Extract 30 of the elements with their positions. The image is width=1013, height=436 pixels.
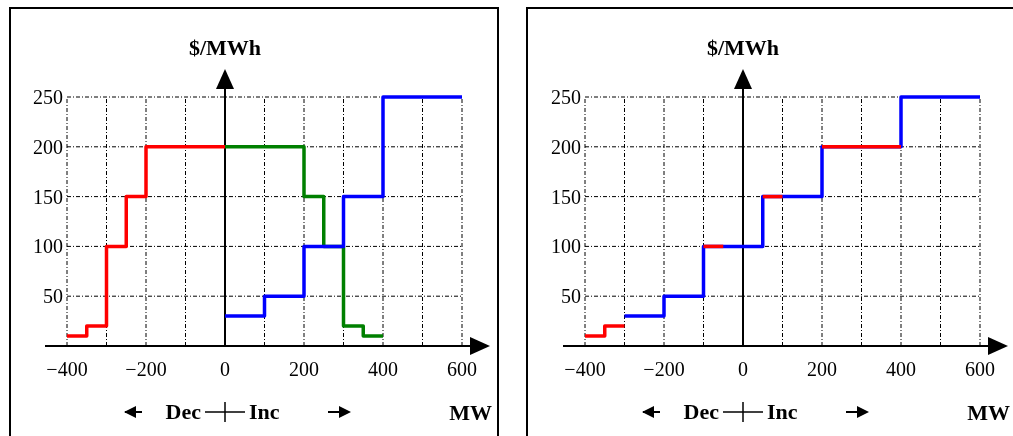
y-tick-label: 100 xyxy=(33,235,63,258)
y-tick-label: 150 xyxy=(551,185,581,208)
x-tick-label: 200 xyxy=(807,358,837,380)
x-axis-title: MW xyxy=(967,400,1010,425)
x-tick-label: −400 xyxy=(46,358,88,380)
x-tick-label: −200 xyxy=(125,358,167,380)
x-tick-label: 400 xyxy=(368,358,398,380)
x-axis-title: MW xyxy=(449,400,492,425)
x-tick-label: −400 xyxy=(564,358,606,380)
y-tick-label: 150 xyxy=(33,185,63,208)
y-axis-title: $/MWh xyxy=(188,35,262,60)
text: Dec xyxy=(165,399,202,424)
text: Inc xyxy=(249,399,280,424)
x-tick-label: 0 xyxy=(220,358,230,380)
x-tick-label: 400 xyxy=(886,358,916,380)
y-tick-label: 100 xyxy=(551,235,581,258)
y-tick-label: 50 xyxy=(561,285,581,308)
x-tick-label: 200 xyxy=(289,358,319,380)
text: Inc xyxy=(767,399,798,424)
y-tick-label: 250 xyxy=(551,86,581,108)
text: Dec xyxy=(683,399,720,424)
y-tick-label: 50 xyxy=(43,285,63,308)
y-tick-label: 250 xyxy=(33,86,63,108)
y-tick-label: 200 xyxy=(551,135,581,158)
x-tick-label: 600 xyxy=(965,358,995,380)
x-tick-label: 0 xyxy=(738,358,748,380)
x-tick-label: −200 xyxy=(643,358,685,380)
y-tick-label: 200 xyxy=(33,135,63,158)
x-tick-label: 600 xyxy=(447,358,477,380)
y-axis-title: $/MWh xyxy=(706,35,780,60)
